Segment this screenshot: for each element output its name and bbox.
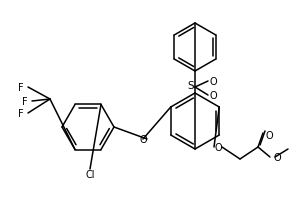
Text: O: O [209,91,217,101]
Text: O: O [266,130,274,140]
Text: O: O [214,142,222,152]
Text: O: O [139,134,147,144]
Text: O: O [209,77,217,87]
Text: Cl: Cl [85,169,95,179]
Text: O: O [273,152,281,162]
Text: S: S [188,81,194,91]
Text: F: F [18,83,24,92]
Text: F: F [22,97,28,107]
Text: F: F [18,109,24,118]
